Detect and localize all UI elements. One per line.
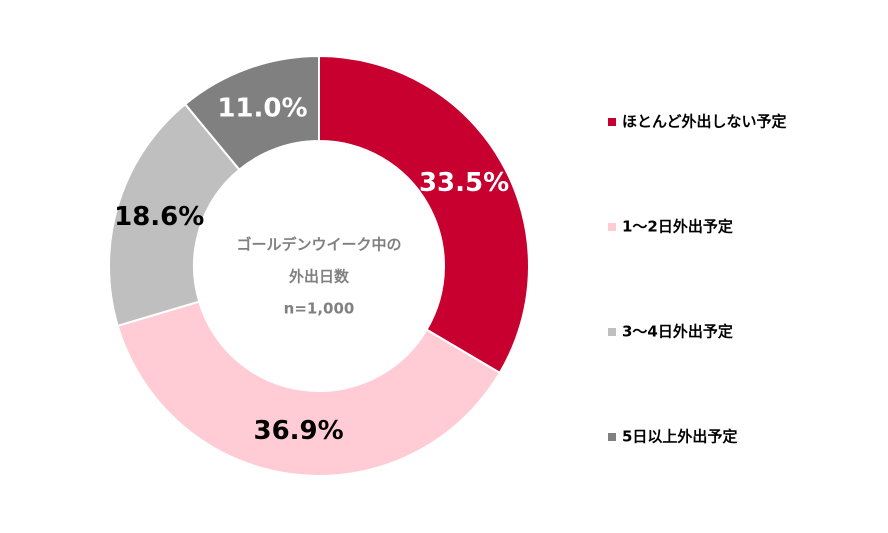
value-label: 33.5%: [419, 168, 509, 198]
value-label: 36.9%: [253, 416, 343, 446]
legend-marker: [608, 328, 616, 336]
center-text: ゴールデンウイーク中の: [236, 236, 401, 254]
legend-marker: [608, 118, 616, 126]
donut-segment: [318, 54, 530, 375]
legend-label: 5日以上外出予定: [622, 428, 737, 446]
legend-label: ほとんど外出しない予定: [622, 113, 787, 131]
center-text: n=1,000: [284, 300, 355, 318]
value-label: 18.6%: [114, 202, 204, 232]
legend-label: 1〜2日外出予定: [622, 218, 733, 236]
legend-label: 3〜4日外出予定: [622, 323, 733, 341]
legend-marker: [608, 433, 616, 441]
donut-segment: [183, 54, 320, 172]
center-text: 外出日数: [288, 268, 350, 286]
legend-marker: [608, 223, 616, 231]
donut-segment: [108, 102, 241, 328]
donut-segment: [116, 300, 502, 477]
value-label: 11.0%: [217, 93, 307, 123]
